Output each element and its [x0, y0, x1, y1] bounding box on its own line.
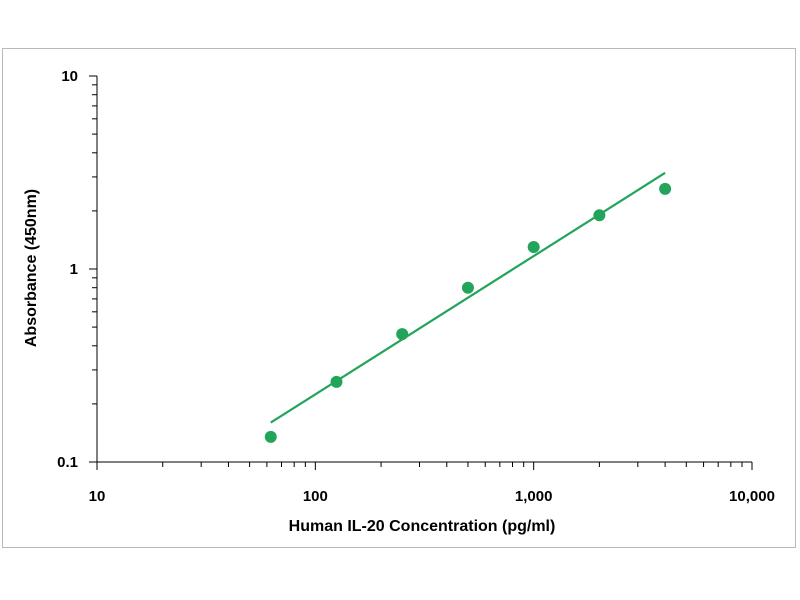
x-tick-label: 1,000 — [515, 488, 553, 505]
data-point — [264, 430, 277, 443]
axes — [96, 76, 752, 463]
chart-frame — [2, 48, 796, 548]
x-tick-label: 100 — [303, 488, 328, 505]
data-point — [527, 241, 540, 254]
data-point — [461, 281, 474, 294]
x-axis-title: Human IL-20 Concentration (pg/ml) — [289, 518, 556, 535]
y-axis-title: Absorbance (450nm) — [23, 189, 40, 347]
series — [264, 171, 672, 443]
data-point — [659, 182, 672, 195]
data-point — [330, 375, 343, 388]
data-point — [396, 328, 409, 341]
data-point — [593, 209, 606, 222]
x-tick-label: 10,000 — [729, 488, 775, 505]
y-tick-label: 1 — [70, 261, 78, 278]
y-tick-label: 10 — [61, 68, 78, 85]
y-tick-label: 0.1 — [57, 454, 78, 471]
ticks: 10 100 1,000 10,000 0.1 1 10 — [57, 68, 775, 505]
x-tick-label: 10 — [89, 488, 106, 505]
fit-line — [270, 171, 666, 424]
